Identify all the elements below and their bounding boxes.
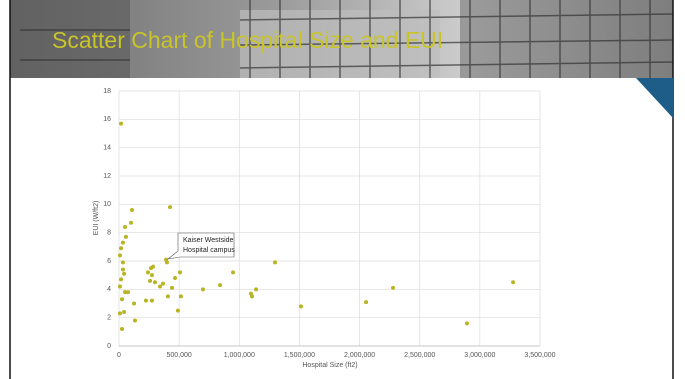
point <box>158 285 162 289</box>
x-tick-label: 1,000,000 <box>224 352 255 359</box>
point <box>122 310 126 314</box>
point <box>165 260 169 264</box>
point <box>118 285 122 289</box>
point <box>148 279 152 283</box>
point <box>511 280 515 284</box>
x-tick-label: 1,500,000 <box>284 352 315 359</box>
point <box>121 268 125 272</box>
point <box>126 290 130 294</box>
annotation-line: Kaiser Westside <box>183 237 234 244</box>
x-tick-label: 2,000,000 <box>344 352 375 359</box>
x-tick-label: 2,500,000 <box>404 352 435 359</box>
x-tick-label: 500,000 <box>166 352 191 359</box>
point <box>144 299 148 303</box>
point <box>391 286 395 290</box>
point <box>150 299 154 303</box>
point <box>201 287 205 291</box>
point <box>121 260 125 264</box>
point <box>168 205 172 209</box>
point <box>218 283 222 287</box>
point <box>120 297 124 301</box>
y-tick-label: 2 <box>107 315 111 322</box>
y-tick-label: 10 <box>103 201 111 208</box>
page: Scatter Chart of Hospital Size and EUI E… <box>0 0 685 379</box>
point <box>119 246 123 250</box>
point <box>231 270 235 274</box>
point <box>176 309 180 313</box>
chart-title: Scatter Chart of Hospital Size and EUI <box>52 27 443 53</box>
point <box>146 270 150 274</box>
annotation-line: Hospital campus <box>183 247 235 254</box>
x-tick-label: 3,000,000 <box>464 352 495 359</box>
y-axis-title: EUI (W/ft2) <box>93 201 100 236</box>
point <box>179 294 183 298</box>
point <box>133 319 137 323</box>
x-axis-title: Hospital Size (ft2) <box>302 362 357 369</box>
y-tick-label: 18 <box>103 88 111 95</box>
point <box>299 304 303 308</box>
point <box>123 225 127 229</box>
point <box>130 208 134 212</box>
point <box>178 270 182 274</box>
y-tick-label: 14 <box>103 145 111 152</box>
point <box>364 300 368 304</box>
point <box>173 276 177 280</box>
y-tick-label: 16 <box>103 116 111 123</box>
x-tick-label: 0 <box>117 352 121 359</box>
annotation: Kaiser Westside Hospital campus <box>168 233 235 259</box>
point <box>121 241 125 245</box>
slide: Scatter Chart of Hospital Size and EUI E… <box>0 0 685 379</box>
y-tick-label: 12 <box>103 173 111 180</box>
point <box>118 311 122 315</box>
point <box>161 282 165 286</box>
point <box>465 321 469 325</box>
y-tick-label: 6 <box>107 258 111 265</box>
point <box>120 327 124 331</box>
point <box>119 122 123 126</box>
x-tick-label: 3,500,000 <box>524 352 555 359</box>
point <box>129 221 133 225</box>
point <box>250 294 254 298</box>
point <box>119 277 123 281</box>
point <box>166 294 170 298</box>
y-tick-label: 4 <box>107 286 111 293</box>
y-tick-label: 0 <box>107 343 111 350</box>
point <box>118 253 122 257</box>
point <box>150 273 154 277</box>
point <box>132 302 136 306</box>
point <box>124 235 128 239</box>
point <box>122 272 126 276</box>
point <box>170 286 174 290</box>
point <box>273 260 277 264</box>
point <box>151 265 155 269</box>
point <box>153 280 157 284</box>
y-tick-label: 8 <box>107 230 111 237</box>
point <box>254 287 258 291</box>
